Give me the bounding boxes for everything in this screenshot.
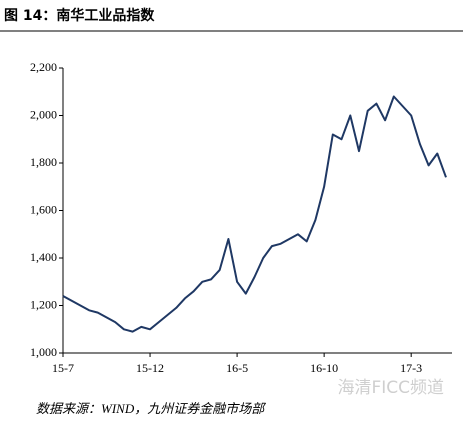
chart-title: 图 14：南华工业品指数	[4, 7, 155, 24]
x-tick-label: 15-12	[136, 361, 164, 375]
y-tick-label: 1,800	[30, 155, 57, 169]
y-tick-label: 1,400	[30, 250, 57, 264]
x-tick-label: 16-10	[310, 361, 338, 375]
x-tick-label: 17-3	[400, 361, 422, 375]
y-tick-label: 2,200	[30, 60, 57, 74]
source-note: 数据来源：WIND，九州证券金融市场部	[36, 401, 266, 416]
watermark: 海清FICC频道	[337, 378, 444, 398]
x-tick-label: 15-7	[52, 361, 74, 375]
y-tick-label: 1,000	[30, 345, 57, 359]
y-tick-label: 1,600	[30, 202, 57, 216]
y-tick-label: 2,000	[30, 107, 57, 121]
data-line	[62, 95, 447, 333]
x-tick-label: 16-5	[226, 361, 248, 375]
y-tick-label: 1,200	[30, 297, 57, 311]
